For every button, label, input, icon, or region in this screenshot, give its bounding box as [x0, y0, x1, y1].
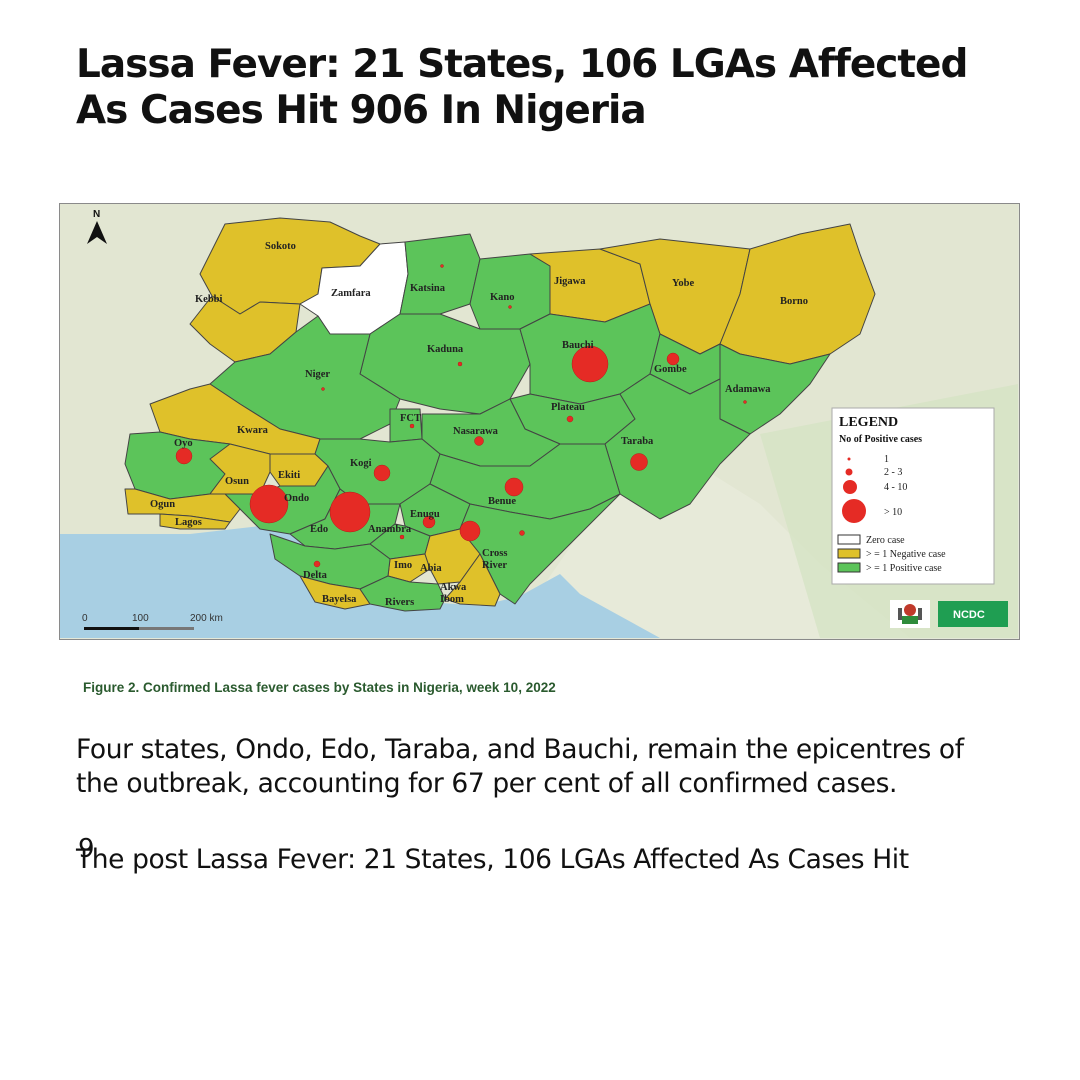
state-label: Bauchi — [562, 340, 594, 351]
case-marker-kano — [508, 305, 512, 309]
state-label: Anambra — [368, 524, 412, 535]
nigeria-map-svg: Sokoto Zamfara Kebbi Katsina Kano Jigawa… — [60, 204, 1018, 638]
case-marker-ondo — [249, 484, 289, 524]
state-label: Kano — [490, 292, 515, 303]
state-label: Rivers — [385, 597, 414, 608]
case-marker-plateau — [566, 415, 574, 423]
state-lagos — [159, 513, 231, 530]
state-label: Akwa — [440, 582, 467, 593]
legend-size-1: 1 — [884, 454, 889, 465]
state-label: Borno — [780, 296, 808, 307]
state-label: Niger — [305, 369, 330, 380]
figure-caption: Figure 2. Confirmed Lassa fever cases by… — [83, 680, 556, 695]
state-label: Jigawa — [554, 276, 586, 287]
state-label: Katsina — [410, 283, 446, 294]
state-label: Abia — [420, 563, 442, 574]
scale-label-200: 200 km — [190, 613, 223, 624]
state-label: Lagos — [175, 517, 202, 528]
state-label: Adamawa — [725, 384, 771, 395]
lassa-fever-map: Sokoto Zamfara Kebbi Katsina Kano Jigawa… — [59, 203, 1020, 640]
state-label: Delta — [303, 570, 328, 581]
legend-title: LEGEND — [839, 415, 898, 430]
legend-size-2: 2 - 3 — [884, 467, 902, 478]
state-label: Edo — [310, 524, 328, 535]
legend-size-4: > 10 — [884, 507, 902, 518]
state-label: Taraba — [621, 436, 654, 447]
state-label: Gombe — [654, 364, 687, 375]
state-label: Cross — [482, 548, 507, 559]
state-label: Benue — [488, 496, 516, 507]
coat-of-arms-logo — [890, 600, 930, 628]
state-label: Sokoto — [265, 241, 296, 252]
case-marker-edo — [329, 491, 371, 533]
case-marker-niger — [321, 387, 325, 391]
legend-subtitle: No of Positive cases — [839, 434, 922, 445]
state-label: Zamfara — [331, 288, 371, 299]
case-marker-kogi — [373, 464, 391, 482]
north-label: N — [93, 209, 100, 220]
legend-positive-case: > = 1 Positive case — [866, 563, 942, 574]
case-marker-ebonyi — [459, 520, 481, 542]
north-arrow: N — [87, 209, 107, 244]
state-label: Kwara — [237, 425, 269, 436]
state-rivers — [359, 575, 446, 612]
state-label: Ondo — [284, 493, 309, 504]
state-label: Osun — [225, 476, 249, 487]
case-marker-cross-river — [519, 530, 525, 536]
state-ogun — [124, 488, 241, 523]
state-label: River — [482, 560, 507, 571]
case-marker-fct — [409, 423, 415, 429]
scale-label-0: 0 — [82, 613, 88, 624]
state-borno — [719, 223, 876, 365]
state-label: Ekiti — [278, 470, 300, 481]
state-label: Yobe — [672, 278, 695, 289]
state-label: Ogun — [150, 499, 175, 510]
case-marker-enugu — [422, 515, 436, 529]
page-number: 9 — [78, 834, 95, 864]
article-body: Four states, Ondo, Edo, Taraba, and Bauc… — [76, 734, 964, 799]
state-label: Nasarawa — [453, 426, 499, 437]
state-label: Kaduna — [427, 344, 464, 355]
case-marker-bauchi — [571, 345, 609, 383]
case-marker-benue — [504, 477, 524, 497]
case-marker-oyo — [175, 447, 193, 465]
article-headline: Lassa Fever: 21 States, 106 LGAs Affecte… — [76, 42, 968, 133]
state-label: FCT — [400, 413, 421, 424]
case-marker-gombe — [666, 352, 680, 366]
legend-negative-case: > = 1 Negative case — [866, 549, 946, 560]
post-footer-link[interactable]: The post Lassa Fever: 21 States, 106 LGA… — [76, 844, 909, 875]
legend-zero-case: Zero case — [866, 535, 905, 546]
case-marker-katsina — [440, 264, 444, 268]
legend-size-3: 4 - 10 — [884, 482, 907, 493]
scale-label-100: 100 — [132, 613, 149, 624]
case-marker-taraba — [630, 453, 648, 471]
state-label: Plateau — [551, 402, 585, 413]
case-marker-kaduna — [457, 361, 463, 367]
ncdc-logo: NCDC — [938, 601, 1008, 627]
scale-bar: 0 100 200 km — [82, 613, 223, 630]
ncdc-logo-text: NCDC — [953, 609, 985, 621]
state-label: Imo — [394, 560, 412, 571]
state-label: Kebbi — [195, 294, 223, 305]
state-label: Enugu — [410, 509, 440, 520]
state-katsina — [399, 233, 481, 315]
case-marker-adamawa — [743, 400, 747, 404]
case-marker-delta — [313, 560, 321, 568]
map-legend: LEGEND No of Positive cases 1 2 - 3 4 - … — [831, 407, 995, 585]
state-label: Oyo — [174, 438, 193, 449]
state-label: Kogi — [350, 458, 372, 469]
state-label: Bayelsa — [322, 594, 357, 605]
state-label: Ibom — [440, 594, 464, 605]
case-marker-anambra — [399, 534, 405, 540]
case-marker-nasarawa — [474, 436, 484, 446]
